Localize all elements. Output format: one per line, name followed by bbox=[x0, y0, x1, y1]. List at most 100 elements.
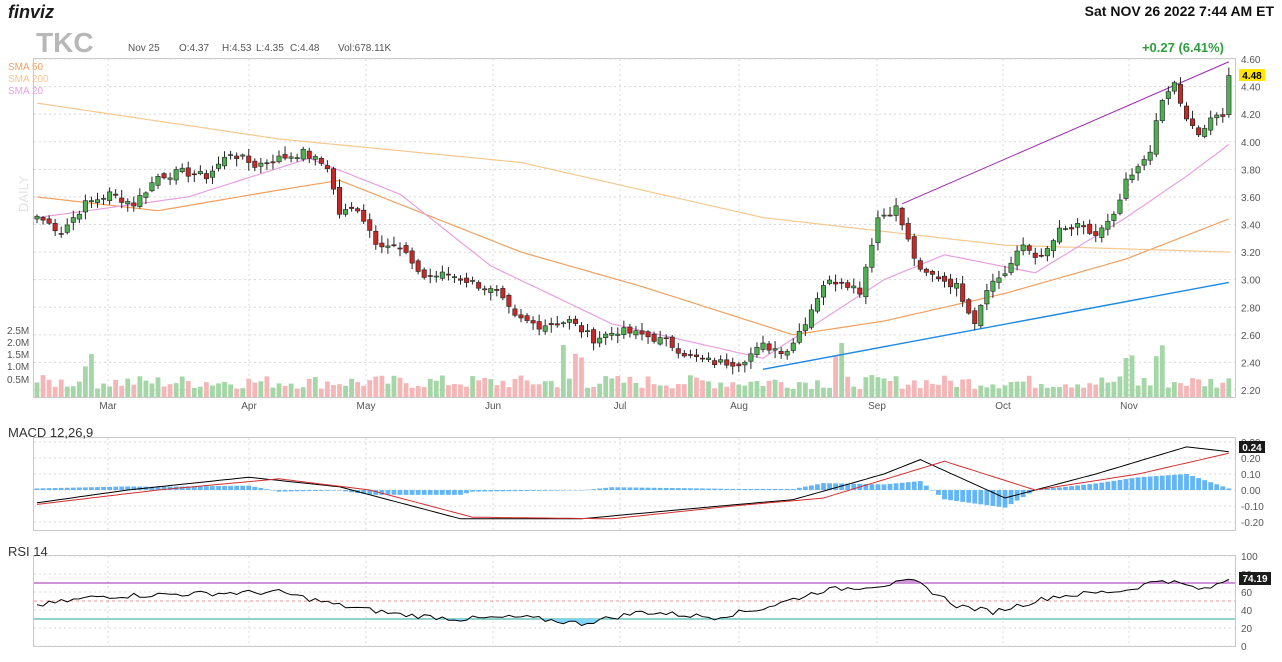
volume-bar bbox=[83, 366, 88, 397]
volume-bar bbox=[815, 380, 820, 397]
macd-histogram-bar bbox=[990, 490, 996, 506]
macd-histogram-bar bbox=[1202, 480, 1208, 491]
candle-body bbox=[209, 170, 215, 178]
volume-bar bbox=[530, 384, 536, 397]
macd-histogram-bar bbox=[433, 490, 439, 495]
volume-bar bbox=[191, 387, 197, 397]
candle-body bbox=[161, 173, 167, 179]
volume-bar bbox=[155, 377, 161, 397]
volume-bar bbox=[385, 383, 391, 397]
macd-histogram-bar bbox=[942, 490, 947, 500]
volume-bar bbox=[809, 388, 814, 397]
candle-body bbox=[1099, 227, 1105, 238]
candle-body bbox=[742, 361, 748, 366]
macd-histogram-bar bbox=[524, 490, 530, 491]
volume-bar bbox=[246, 378, 252, 397]
macd-histogram-bar bbox=[681, 488, 687, 491]
candle-body bbox=[355, 208, 361, 212]
price-tick-label: 3.20 bbox=[1241, 248, 1261, 259]
candle-body bbox=[1202, 128, 1208, 137]
volume-bar bbox=[318, 388, 324, 397]
macd-histogram-bar bbox=[639, 487, 645, 491]
macd-histogram-bar bbox=[845, 483, 851, 491]
macd-histogram-bar bbox=[185, 486, 191, 491]
volume-bar bbox=[1196, 379, 1201, 397]
volume-bar bbox=[942, 375, 947, 397]
volume-bar bbox=[1135, 385, 1141, 397]
volume-bar bbox=[107, 386, 112, 397]
candle-body bbox=[1075, 223, 1081, 228]
macd-histogram-bar bbox=[210, 486, 215, 491]
volume-bar bbox=[706, 381, 711, 397]
macd-histogram-bar bbox=[621, 487, 627, 491]
volume-bar bbox=[518, 375, 524, 397]
price-tick-label: 4.60 bbox=[1241, 55, 1261, 66]
volume-bar bbox=[923, 380, 929, 397]
macd-panel bbox=[33, 437, 1236, 531]
volume-bar bbox=[216, 383, 221, 397]
candle-body bbox=[191, 173, 197, 176]
macd-series bbox=[34, 446, 1232, 520]
macd-histogram-bar bbox=[161, 486, 167, 491]
volume-bar bbox=[58, 379, 64, 397]
volume-bar bbox=[742, 385, 748, 397]
macd-histogram-bar bbox=[361, 490, 367, 494]
macd-histogram-bar bbox=[131, 486, 137, 491]
candle-body bbox=[494, 288, 500, 291]
sma-line bbox=[36, 144, 1230, 359]
volume-bar bbox=[930, 383, 935, 397]
candle-body bbox=[216, 163, 222, 169]
candle-body bbox=[300, 148, 306, 160]
candle-body bbox=[1014, 250, 1020, 266]
volume-bar bbox=[167, 384, 173, 397]
macd-histogram-bar bbox=[790, 488, 796, 491]
candle-body bbox=[107, 191, 113, 201]
candle-body bbox=[391, 244, 397, 247]
candle-body bbox=[712, 360, 718, 365]
candle-body bbox=[572, 318, 578, 324]
macd-histogram-bar bbox=[851, 483, 857, 491]
candle-body bbox=[875, 217, 881, 244]
candle-body bbox=[137, 195, 143, 207]
macd-histogram-bar bbox=[984, 490, 990, 506]
quote-volume: Vol:678.11K bbox=[338, 43, 392, 54]
volume-bar bbox=[827, 387, 832, 397]
volume-bar bbox=[500, 380, 506, 397]
macd-histogram-bar bbox=[246, 485, 252, 491]
rsi-series bbox=[34, 578, 1235, 627]
volume-bar bbox=[95, 388, 100, 397]
candle-body bbox=[276, 155, 282, 163]
candle-body bbox=[585, 330, 591, 333]
candle-body bbox=[1159, 100, 1165, 121]
macd-histogram-bar bbox=[488, 490, 494, 492]
candle-body bbox=[1171, 82, 1177, 92]
volume-bar bbox=[76, 381, 82, 397]
macd-histogram-bar bbox=[300, 490, 306, 492]
candle-body bbox=[149, 182, 155, 192]
macd-histogram-bar bbox=[1063, 486, 1068, 491]
candle-body bbox=[1129, 174, 1135, 181]
candle-body bbox=[645, 331, 651, 338]
candle-body bbox=[258, 162, 264, 167]
rsi-badge bbox=[1239, 572, 1271, 585]
volume-bar bbox=[869, 375, 875, 397]
volume-bar bbox=[615, 376, 621, 397]
candle-body bbox=[421, 269, 427, 278]
volume-bar bbox=[1165, 387, 1171, 397]
volume-bar bbox=[1044, 387, 1050, 397]
candle-body bbox=[1208, 117, 1214, 131]
volume-bar bbox=[1214, 387, 1220, 397]
macd-histogram-bar bbox=[748, 488, 754, 491]
candle-body bbox=[1165, 91, 1171, 99]
macd-histogram-bar bbox=[89, 487, 94, 491]
volume-bar bbox=[845, 376, 851, 397]
macd-histogram-bar bbox=[415, 490, 421, 495]
macd-tick-label: -0.20 bbox=[1241, 518, 1264, 529]
macd-histogram-bar bbox=[1057, 487, 1062, 491]
rsi-tick-label: 60 bbox=[1241, 588, 1253, 599]
volume-bar bbox=[131, 384, 137, 397]
candle-body bbox=[893, 205, 899, 216]
macd-histogram-bar bbox=[500, 490, 506, 492]
rsi-tick-label: 100 bbox=[1241, 552, 1258, 563]
macd-histogram-bar bbox=[1069, 486, 1074, 491]
